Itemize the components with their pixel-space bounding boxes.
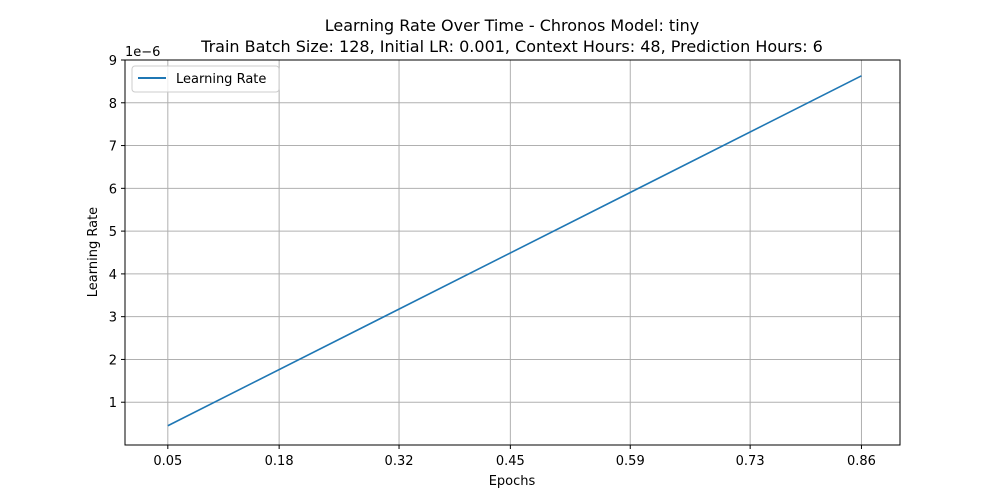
x-tick-label: 0.73 [736,454,765,469]
y-tick-label: 2 [109,353,117,368]
y-tick-label: 5 [109,225,117,240]
y-axis-ticks: 1 2 3 4 5 6 7 8 9 [109,54,125,411]
legend-box [131,65,280,93]
y-axis-label: Learning Rate [86,207,101,297]
chart-subtitle: Train Batch Size: 128, Initial LR: 0.001… [200,37,823,56]
series-line-learning-rate [167,75,862,427]
y-tick-label: 1 [109,396,117,411]
legend: Learning Rate [131,65,280,93]
y-tick-label: 4 [109,268,117,283]
y-tick-label: 7 [109,140,117,155]
plot-area-frame [124,59,901,446]
legend-label-learning-rate: Learning Rate [176,72,266,87]
x-tick-label: 0.18 [265,454,294,469]
grid [125,59,900,445]
y-offset-label: 1e−6 [125,45,160,60]
x-axis-ticks: 0.05 0.18 0.32 0.45 0.59 0.73 0.86 [153,445,876,469]
x-tick-label: 0.32 [385,454,414,469]
x-tick-label: 0.59 [616,454,645,469]
y-tick-label: 6 [109,182,117,197]
x-tick-label: 0.05 [153,454,182,469]
y-tick-label: 9 [109,54,117,69]
chart-title: Learning Rate Over Time - Chronos Model:… [325,16,700,35]
x-tick-label: 0.86 [847,454,876,469]
series-layer [167,75,862,427]
x-axis-label: Epochs [489,474,536,489]
y-tick-label: 3 [109,311,117,326]
x-tick-label: 0.45 [496,454,525,469]
y-tick-label: 8 [109,97,117,112]
